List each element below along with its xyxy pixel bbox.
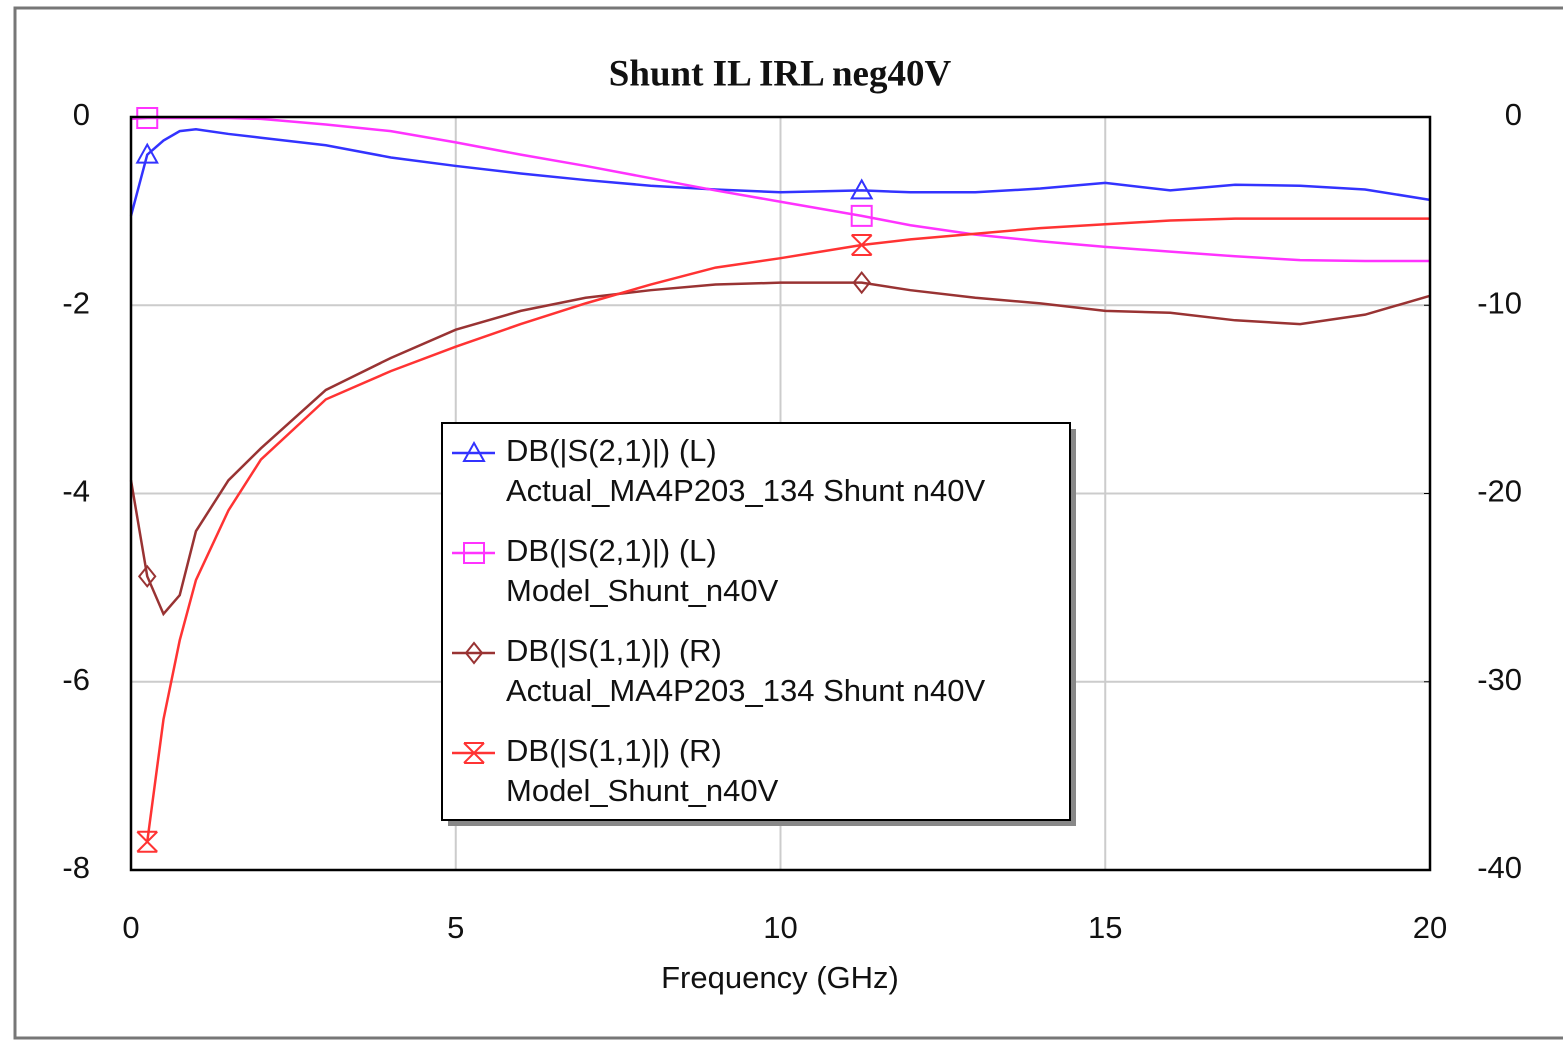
marker bbox=[850, 234, 873, 257]
marker bbox=[135, 142, 159, 164]
marker bbox=[464, 641, 484, 665]
marker bbox=[463, 542, 485, 564]
y2-tick-label: 0 bbox=[1505, 97, 1522, 132]
marker bbox=[852, 271, 871, 295]
legend-sublabel: Model_Shunt_n40V bbox=[506, 573, 779, 608]
marker bbox=[136, 106, 159, 129]
series-line bbox=[129, 127, 1431, 217]
x-tick-label: 20 bbox=[1413, 910, 1447, 945]
x-tick-label: 5 bbox=[447, 910, 464, 945]
legend-label: DB(|S(1,1)|) (R) bbox=[506, 633, 722, 668]
x-tick-label: 0 bbox=[122, 910, 139, 945]
legend-sublabel: Actual_MA4P203_134 Shunt n40V bbox=[506, 673, 985, 708]
marker bbox=[850, 204, 873, 227]
series-line bbox=[145, 217, 1430, 842]
y2-tick-label: -40 bbox=[1477, 850, 1522, 885]
y2-tick-label: -20 bbox=[1477, 474, 1522, 509]
legend-sublabel: Actual_MA4P203_134 Shunt n40V bbox=[506, 473, 985, 508]
marker bbox=[849, 178, 874, 200]
y2-tick-label: -10 bbox=[1477, 285, 1522, 320]
x-tick-label: 10 bbox=[763, 910, 797, 945]
y-tick-label: -2 bbox=[62, 285, 90, 320]
x-axis-label: Frequency (GHz) bbox=[661, 960, 899, 995]
legend: DB(|S(2,1)|) (L) Actual_MA4P203_134 Shunt… bbox=[441, 422, 1076, 826]
y-tick-label: -8 bbox=[62, 850, 90, 885]
series-line bbox=[129, 281, 1431, 617]
y2-tick-label: -30 bbox=[1477, 662, 1522, 697]
legend-label: DB(|S(1,1)|) (R) bbox=[506, 733, 722, 768]
x-tick-label: 15 bbox=[1088, 910, 1122, 945]
marker bbox=[136, 830, 158, 853]
marker bbox=[462, 440, 486, 462]
legend-label: DB(|S(2,1)|) (L) bbox=[506, 533, 717, 568]
y-tick-label: -6 bbox=[62, 662, 90, 697]
y-tick-label: 0 bbox=[73, 97, 90, 132]
y-tick-label: -4 bbox=[62, 474, 90, 509]
plot-border bbox=[129, 115, 1432, 872]
marker bbox=[137, 564, 157, 588]
legend-sublabel: Model_Shunt_n40V bbox=[506, 773, 779, 808]
legend-box bbox=[441, 422, 1071, 821]
frame bbox=[13, 6, 1563, 1040]
legend-label: DB(|S(2,1)|) (L) bbox=[506, 433, 717, 468]
chart-title: Shunt IL IRL neg40V bbox=[609, 53, 952, 94]
marker bbox=[463, 742, 485, 764]
